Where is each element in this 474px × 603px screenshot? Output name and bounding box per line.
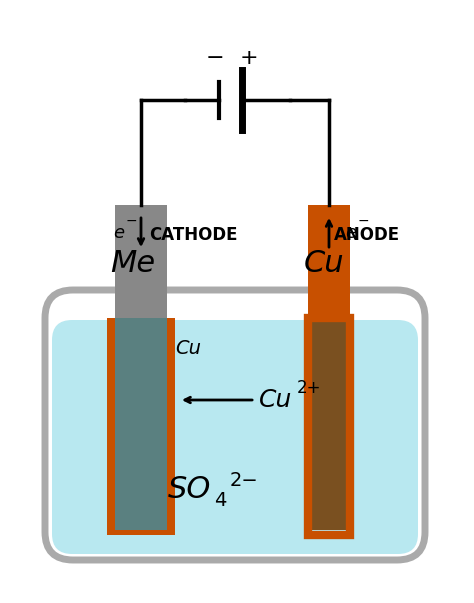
Text: Cu: Cu <box>175 338 201 358</box>
Text: 2+: 2+ <box>297 379 321 397</box>
Text: Cu: Cu <box>259 388 292 412</box>
Text: 4: 4 <box>214 490 227 510</box>
Bar <box>107 318 175 535</box>
Text: 2−: 2− <box>230 470 259 490</box>
Text: SO: SO <box>168 476 211 505</box>
Bar <box>115 205 167 318</box>
Text: −: − <box>357 214 369 228</box>
Text: ANODE: ANODE <box>334 226 400 244</box>
Bar <box>115 318 167 530</box>
FancyBboxPatch shape <box>52 320 418 554</box>
Bar <box>308 318 350 535</box>
FancyBboxPatch shape <box>51 296 419 554</box>
Text: e: e <box>346 224 356 242</box>
Text: +: + <box>239 48 258 68</box>
Text: e: e <box>113 224 125 242</box>
Text: −: − <box>205 48 224 68</box>
Text: Cu: Cu <box>304 248 345 277</box>
Text: −: − <box>125 214 137 228</box>
Text: CATHODE: CATHODE <box>149 226 237 244</box>
Text: Me: Me <box>110 248 155 277</box>
Bar <box>308 205 350 318</box>
Bar <box>311 318 347 530</box>
